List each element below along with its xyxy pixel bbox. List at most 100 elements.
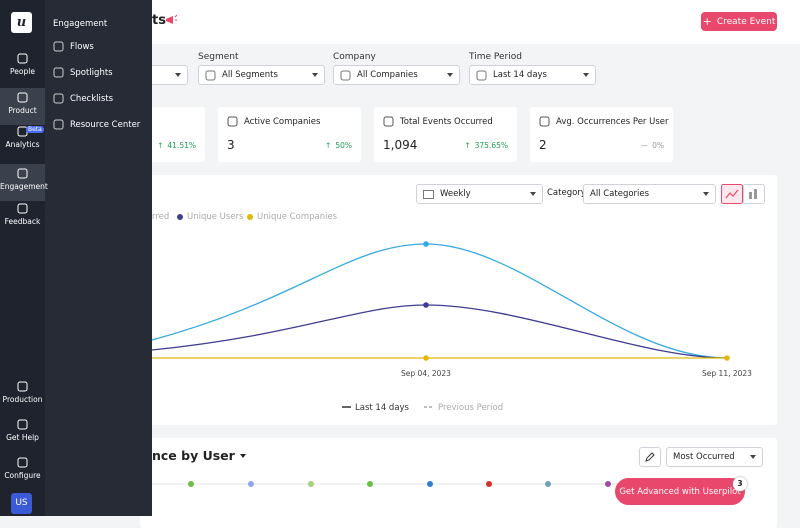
flyout-item[interactable]: Checklists <box>53 93 113 104</box>
icon-shape <box>17 203 28 214</box>
period-value: Weekly <box>440 189 471 199</box>
filter-label: Segment <box>198 52 239 62</box>
icon <box>17 53 28 64</box>
legend-occurred: rred <box>152 212 170 222</box>
shape <box>308 481 314 487</box>
filter-value: All Companies <box>357 70 418 80</box>
section-title[interactable]: nce by User <box>152 448 246 463</box>
shape <box>530 192 536 196</box>
flyout-item[interactable]: Resource Center <box>53 119 140 130</box>
shape <box>545 481 551 487</box>
nav-label: Get Help <box>6 433 39 442</box>
line-chart: Sep 04, 2023 Sep 11, 2023 Last 14 days P… <box>151 241 752 413</box>
icon-shape <box>340 70 351 80</box>
flyout-label: Spotlights <box>70 67 113 78</box>
flyout-item[interactable]: Flows <box>53 41 94 52</box>
filter-dropdown[interactable]: All Segments <box>198 65 325 85</box>
change-value: 41.51% <box>167 141 196 150</box>
icon <box>17 92 28 103</box>
shape <box>177 214 183 220</box>
chart-type-toggle[interactable] <box>721 184 765 204</box>
avatar[interactable]: US <box>11 493 32 514</box>
nav-item[interactable]: Feedback <box>0 203 45 233</box>
shape <box>174 14 177 18</box>
plus-icon: + <box>702 15 712 28</box>
card-value: 3 <box>227 138 235 152</box>
sort-dropdown[interactable]: Most Occurred <box>666 447 763 467</box>
shape <box>721 184 743 204</box>
nav-label: Product <box>8 106 37 115</box>
icon-shape <box>17 457 28 468</box>
category-dropdown[interactable]: All Categories <box>583 184 716 204</box>
filter-label: Company <box>333 52 376 62</box>
card-value: 2 <box>539 138 547 152</box>
cta-label: Get Advanced with Userpilot <box>619 486 741 497</box>
nav-label: Configure <box>4 471 41 480</box>
shape <box>367 481 373 487</box>
x-label: Sep 11, 2023 <box>702 369 752 378</box>
megaphone-icon <box>166 14 177 24</box>
icon-shape <box>227 116 238 127</box>
icon <box>17 168 28 179</box>
icon-shape <box>17 92 28 103</box>
point <box>423 355 429 361</box>
nav-item[interactable]: Product <box>0 88 45 125</box>
icon-shape <box>17 168 28 179</box>
flyout-item[interactable]: Spotlights <box>53 67 113 78</box>
bottom-legend: Previous Period <box>438 403 503 413</box>
beta-badge: Beta <box>26 126 44 133</box>
nav-item[interactable]: Configure <box>0 457 45 480</box>
change-arrow: ↑ <box>325 141 332 150</box>
icon <box>383 116 394 127</box>
x-label: Sep 04, 2023 <box>401 369 451 378</box>
pencil-icon <box>645 452 655 462</box>
card-change: ↑ 375.65% <box>464 141 508 150</box>
filter-dropdown[interactable]: Last 14 days <box>469 65 596 85</box>
card-title: Avg. Occurrences Per User <box>556 117 669 127</box>
icon-shape <box>539 116 550 127</box>
nav-label: Analytics <box>5 140 40 149</box>
cta-button[interactable]: Get Advanced with Userpilot <box>615 478 745 505</box>
legend-dot <box>177 214 183 220</box>
bottom-legend: Last 14 days <box>355 403 410 413</box>
icon <box>17 381 28 392</box>
nav-item[interactable]: Production <box>0 381 45 404</box>
edit-button[interactable] <box>639 447 661 467</box>
icon-shape <box>476 70 487 80</box>
nav-label: Production <box>2 395 43 404</box>
shape <box>175 73 181 77</box>
series-line <box>151 243 728 359</box>
nav-label: Feedback <box>4 217 41 226</box>
caret <box>583 73 589 77</box>
nav-item[interactable]: Get Help <box>0 419 45 442</box>
shape <box>486 481 492 487</box>
filter-label: Time Period <box>469 52 522 62</box>
create-event-button[interactable]: + Create Event <box>701 12 777 31</box>
card-change: ↑ 50% <box>325 141 352 150</box>
logo[interactable]: u <box>11 12 32 33</box>
card-change: ↑ 41.51% <box>157 141 196 150</box>
cta-badge: 3 <box>733 477 747 491</box>
nav-item[interactable]: People <box>0 53 45 83</box>
icon <box>539 116 550 127</box>
shape <box>605 481 611 487</box>
card-change: —0% <box>641 141 664 150</box>
icon-shape <box>383 116 394 127</box>
chart-panel: Weekly Category All Categories rred Uniq… <box>140 175 777 425</box>
icon-sidebar: u People Product Analytics Engagement Feedba… <box>0 0 48 516</box>
change-arrow: ↑ <box>464 141 471 150</box>
shape <box>166 16 173 24</box>
icon <box>205 70 216 80</box>
icon-shape <box>205 70 216 80</box>
filter-dropdown[interactable]: All Companies <box>333 65 460 85</box>
shape <box>645 452 655 462</box>
category-value: All Categories <box>590 189 650 199</box>
nav-item[interactable]: Engagement <box>0 164 48 201</box>
icon-shape <box>17 419 28 430</box>
shape <box>754 189 757 199</box>
caret <box>312 73 318 77</box>
stat-card: Avg. Occurrences Per User 2 —0% <box>530 107 673 162</box>
shape <box>427 481 433 487</box>
period-dropdown[interactable]: Weekly <box>416 184 543 204</box>
shape <box>725 189 739 199</box>
